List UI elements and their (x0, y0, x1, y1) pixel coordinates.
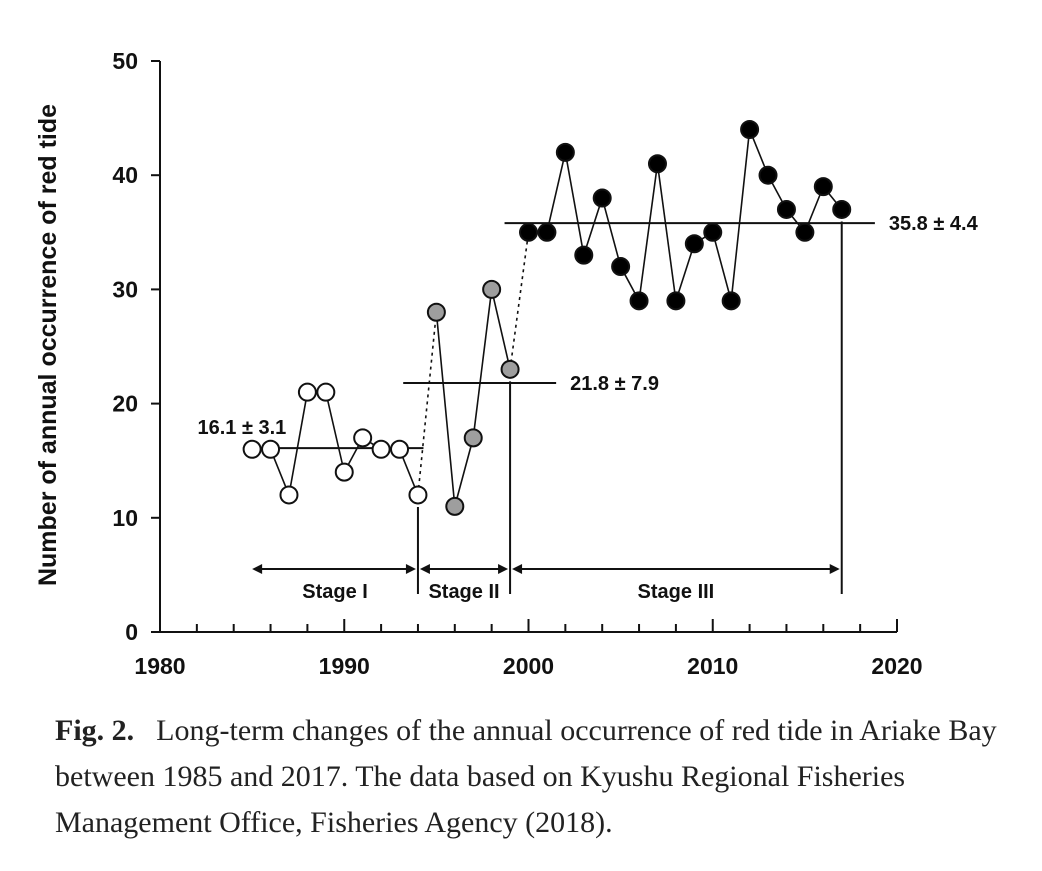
series-line (435, 312, 456, 507)
series-line (490, 289, 511, 370)
data-point (537, 222, 557, 242)
stage-label: Stage II (428, 581, 499, 603)
data-point (574, 245, 594, 265)
data-point (297, 382, 317, 402)
stage-transition-line (509, 232, 530, 370)
figure-caption-text: Long-term changes of the annual occurren… (55, 714, 997, 839)
series-line (583, 197, 603, 256)
figure-label: Fig. 2. (55, 714, 135, 747)
data-point (445, 496, 465, 516)
y-axis-label: Number of annual occurrence of red tide (34, 104, 62, 586)
series-line (325, 392, 346, 473)
figure-caption: Fig. 2. Long-term changes of the annual o… (55, 708, 1015, 846)
stage-transition-line (417, 312, 438, 496)
x-tick-label: 2000 (503, 653, 554, 679)
data-point (519, 222, 538, 242)
data-point (426, 302, 446, 322)
stage-arrow-head-right (829, 564, 840, 574)
data-point (611, 257, 631, 277)
mean-label: 16.1 ± 3.1 (197, 417, 286, 439)
x-tick-label: 2010 (687, 653, 738, 679)
mean-lines-layer: 16.1 ± 3.1 21.8 ± 7.9 35.8 ± 4.4 (197, 213, 979, 450)
stage-arrow-head-left (419, 564, 430, 574)
data-point (555, 142, 575, 162)
stage-label: Stage I (302, 581, 368, 603)
data-point (371, 439, 391, 459)
stage-arrow-head-right (498, 564, 509, 574)
series-line (454, 437, 474, 507)
series-line (730, 129, 751, 301)
data-point (740, 120, 760, 140)
data-point (647, 154, 667, 174)
x-tick-label: 1980 (134, 653, 185, 679)
data-point (666, 291, 686, 311)
data-point (353, 428, 373, 448)
data-point (482, 279, 502, 299)
series-line (564, 152, 585, 256)
data-point (684, 234, 704, 254)
stage-arrow-head-left (512, 564, 523, 574)
y-tick-label: 20 (112, 391, 138, 417)
data-point (758, 165, 778, 185)
mean-label: 21.8 ± 7.9 (570, 373, 659, 395)
series-line (675, 243, 696, 302)
data-point (279, 485, 299, 505)
data-point (703, 222, 723, 242)
data-point (629, 291, 649, 311)
series-line (546, 152, 567, 233)
data-point (795, 222, 815, 242)
series-line (601, 197, 622, 267)
series-line (288, 392, 309, 496)
data-point (592, 188, 612, 208)
series-layer (242, 120, 852, 516)
data-point (500, 359, 520, 379)
x-tick-label: 2020 (871, 653, 922, 679)
series-line (638, 163, 659, 301)
x-tick-label: 1990 (319, 653, 370, 679)
y-tick-label: 30 (112, 276, 138, 302)
stages-layer: Stage I Stage II Stage III (252, 221, 843, 603)
y-tick-label: 0 (125, 619, 138, 645)
data-point (408, 485, 428, 505)
y-tick-label: 10 (112, 505, 138, 531)
series-line (711, 232, 732, 302)
data-point (463, 428, 483, 448)
axes-layer: 0 10 20 30 40 50 1980 1990 2000 2010 2020 (112, 48, 922, 679)
data-point (832, 199, 852, 219)
series-line (656, 163, 677, 301)
data-point (813, 177, 833, 197)
data-point (261, 439, 281, 459)
stage-label: Stage III (638, 581, 715, 603)
data-point (776, 199, 796, 219)
data-point (390, 439, 410, 459)
y-tick-label: 50 (112, 48, 138, 74)
y-tick-label: 40 (112, 162, 138, 188)
data-point (334, 462, 354, 482)
chart: 0 10 20 30 40 50 1980 1990 2000 2010 2020 16.1 ± 3… (34, 48, 979, 679)
stage-arrow-head-left (252, 564, 263, 574)
data-point (316, 382, 336, 402)
chart-svg: 0 10 20 30 40 50 1980 1990 2000 2010 2020 16.1 ± 3… (34, 48, 979, 679)
stage-arrow-head-right (405, 564, 416, 574)
data-point (721, 291, 741, 311)
data-point (242, 439, 262, 459)
series-line (472, 289, 493, 438)
mean-label: 35.8 ± 4.4 (889, 213, 979, 235)
